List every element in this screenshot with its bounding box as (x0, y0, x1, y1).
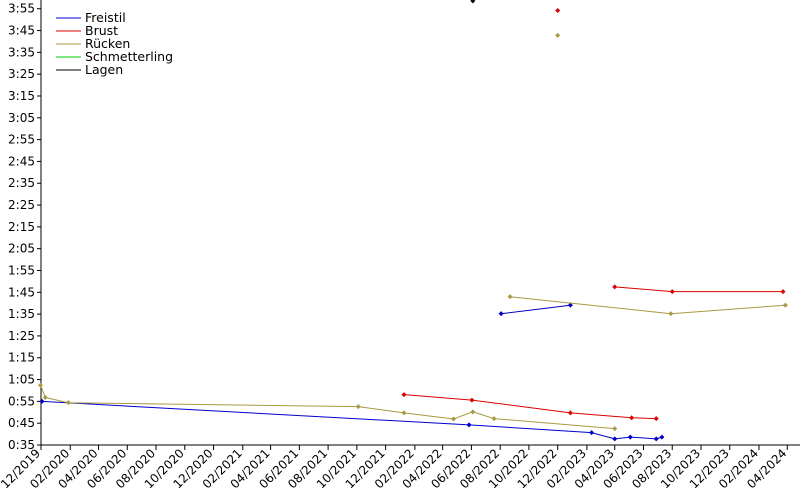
legend-label: Rücken (85, 36, 130, 51)
data-point-freistil (39, 398, 45, 404)
y-tick-label: 2:45 (8, 154, 35, 168)
legend-label: Lagen (85, 62, 123, 77)
y-tick-label: 3:15 (8, 89, 35, 103)
data-point-freistil (567, 302, 573, 308)
y-tick-label: 1:55 (8, 263, 35, 277)
series-lagen (470, 0, 476, 4)
y-tick-label: 2:35 (8, 176, 35, 190)
legend-label: Brust (85, 23, 118, 38)
data-point-brust (669, 289, 675, 295)
data-point-rcken (65, 400, 71, 406)
y-tick-label: 3:35 (8, 45, 35, 59)
y-tick-label: 1:45 (8, 285, 35, 299)
series-line-freistil (41, 400, 663, 440)
data-point-brust (567, 410, 573, 416)
data-point-rcken (470, 409, 476, 415)
data-point-rcken (555, 32, 561, 38)
data-point-rcken (612, 426, 618, 432)
data-point-freistil (498, 311, 504, 317)
series-line-freistil (501, 304, 571, 315)
data-point-rcken (491, 416, 497, 422)
y-tick-label: 3:45 (8, 24, 35, 38)
y-tick-label: 3:55 (8, 2, 35, 16)
data-point-lagen (470, 0, 476, 4)
data-point-brust (401, 392, 407, 398)
x-axis: 12/201902/202004/202006/202008/202010/20… (0, 444, 800, 491)
legend-label: Schmetterling (85, 49, 173, 64)
y-tick-label: 2:25 (8, 198, 35, 212)
y-tick-label: 3:05 (8, 111, 35, 125)
data-point-brust (555, 7, 561, 13)
series-line-rcken (40, 385, 615, 430)
data-point-brust (612, 284, 618, 290)
y-tick-label: 2:05 (8, 242, 35, 256)
data-point-freistil (627, 434, 633, 440)
y-tick-label: 1:25 (8, 329, 35, 343)
data-point-rcken (507, 294, 513, 300)
data-point-rcken (42, 394, 48, 400)
data-point-brust (780, 289, 786, 295)
series-freistil (39, 302, 665, 442)
y-tick-label: 3:25 (8, 67, 35, 81)
series-line-brust (614, 286, 783, 293)
data-point-brust (469, 397, 475, 403)
y-axis: 0:35 0:45 0:55 1:05 1:15 1:25 1:35 1:45 1:55 2:05… (8, 0, 42, 452)
data-point-rcken (451, 416, 456, 422)
y-tick-label: 1:05 (8, 373, 35, 387)
data-point-brust (653, 416, 659, 422)
data-point-freistil (612, 436, 618, 442)
data-point-rcken (401, 410, 407, 416)
series-rcken (38, 32, 788, 432)
data-point-rcken (355, 404, 361, 410)
data-point-rcken (782, 302, 788, 308)
y-tick-label: 0:55 (8, 394, 35, 408)
y-tick-label: 0:45 (8, 416, 35, 430)
legend-label: Freistil (85, 10, 126, 25)
y-tick-label: 2:55 (8, 133, 35, 147)
data-point-freistil (589, 430, 595, 436)
series-line-brust (403, 394, 657, 420)
y-tick-label: 1:35 (8, 307, 35, 321)
data-point-freistil (466, 422, 472, 428)
data-point-rcken (38, 382, 44, 388)
data-point-freistil (659, 434, 665, 440)
series-line-rcken (510, 296, 786, 315)
data-point-rcken (668, 311, 674, 317)
y-tick-label: 1:15 (8, 351, 35, 365)
y-tick-label: 0:35 (8, 438, 35, 452)
data-point-freistil (653, 436, 659, 442)
series-brust (401, 7, 786, 422)
data-point-brust (629, 415, 635, 421)
y-tick-label: 2:15 (8, 220, 35, 234)
plot-area (38, 0, 788, 442)
